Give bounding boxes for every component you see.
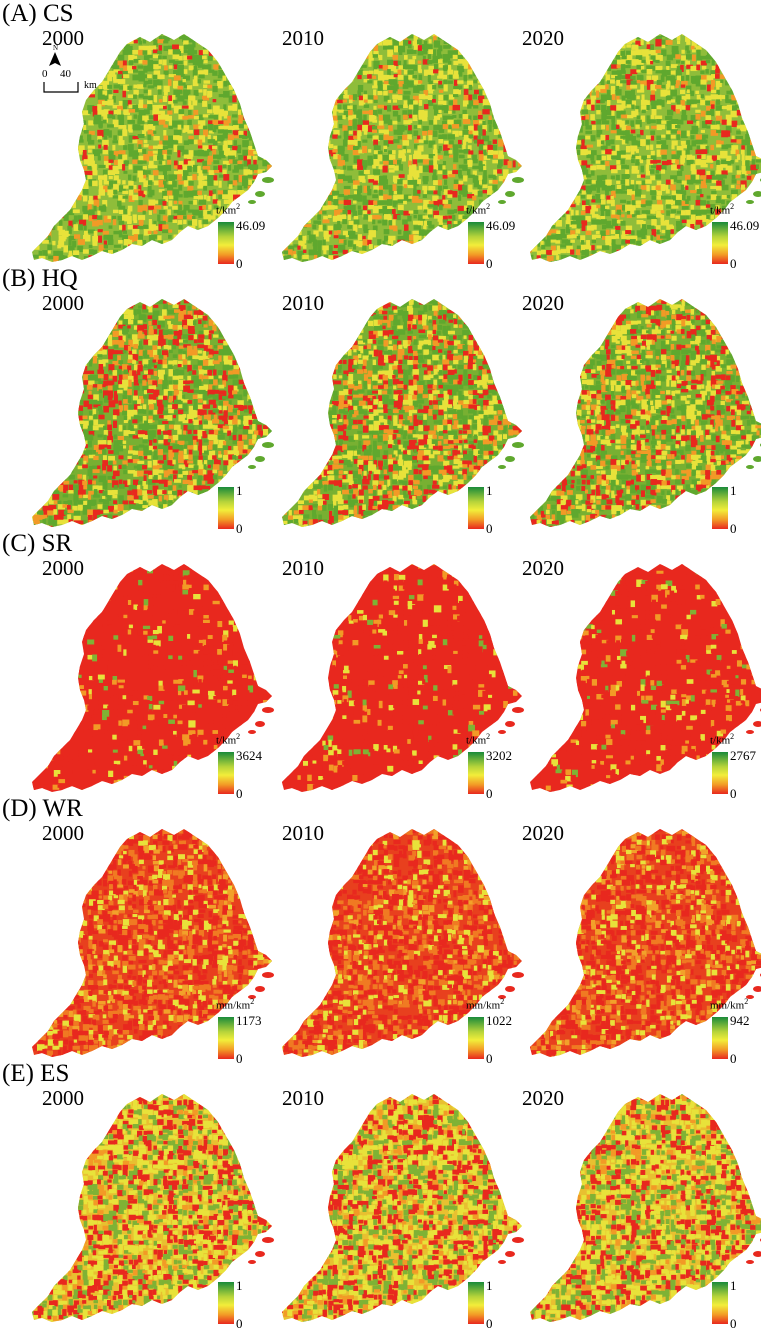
- year-label: 2020: [522, 291, 564, 316]
- legend-color-ramp: [468, 1017, 484, 1059]
- legend-max-value: 3202: [486, 748, 512, 764]
- legend-max-value: 3624: [236, 748, 262, 764]
- legend-unit-exponent: 2: [744, 997, 748, 1006]
- legend-unit: t/km2: [710, 732, 734, 747]
- legend-max-value: 1: [236, 1278, 243, 1294]
- legend-unit-text: t/km: [216, 205, 236, 217]
- year-label: 2020: [522, 821, 564, 846]
- legend-unit: t/km2: [466, 202, 490, 217]
- year-label: 2010: [282, 1086, 324, 1111]
- legend-unit-text: t/km: [710, 205, 730, 217]
- legend-color-ramp: [468, 752, 484, 794]
- north-arrow-icon: [38, 44, 108, 104]
- legend-unit-exponent: 2: [730, 202, 734, 211]
- legend-color-ramp: [712, 1017, 728, 1059]
- legend-max-value: 1: [730, 483, 737, 499]
- legend-max-value: 1: [236, 483, 243, 499]
- legend-max-value: 1022: [486, 1013, 512, 1029]
- legend-max-value: 942: [730, 1013, 750, 1029]
- legend-color-ramp: [218, 1017, 234, 1059]
- legend-max-value: 2767: [730, 748, 756, 764]
- legend-max-value: 1: [486, 1278, 493, 1294]
- scale-unit: km: [84, 80, 97, 91]
- legend-unit-exponent: 2: [730, 732, 734, 741]
- legend-color-ramp: [712, 1282, 728, 1324]
- legend-color-ramp: [218, 487, 234, 529]
- legend-color-ramp: [218, 222, 234, 264]
- legend-color-ramp: [218, 1282, 234, 1324]
- year-label: 2000: [42, 291, 84, 316]
- year-label: 2000: [42, 1086, 84, 1111]
- legend-unit-exponent: 2: [500, 997, 504, 1006]
- scale-forty: 40: [60, 68, 71, 80]
- legend-unit-exponent: 2: [486, 202, 490, 211]
- year-label: 2020: [522, 1086, 564, 1111]
- legend-max-value: 46.09: [730, 218, 759, 234]
- legend-unit-text: mm/km: [466, 1000, 500, 1012]
- legend-color-ramp: [218, 752, 234, 794]
- legend-unit-text: mm/km: [216, 1000, 250, 1012]
- legend-min-value: 0: [486, 1316, 493, 1332]
- legend-unit-exponent: 2: [250, 997, 254, 1006]
- legend-unit-text: t/km: [466, 205, 486, 217]
- legend-unit: mm/km2: [710, 997, 748, 1012]
- legend-color-ramp: [468, 1282, 484, 1324]
- legend-unit-text: mm/km: [710, 1000, 744, 1012]
- year-label: 2010: [282, 291, 324, 316]
- legend-unit-text: t/km: [466, 735, 486, 747]
- legend-color-ramp: [468, 222, 484, 264]
- legend-color-ramp: [468, 487, 484, 529]
- legend-unit: t/km2: [216, 732, 240, 747]
- scale-zero: 0: [42, 68, 48, 80]
- legend-max-value: 1173: [236, 1013, 262, 1029]
- legend-unit: t/km2: [216, 202, 240, 217]
- legend-unit-exponent: 2: [486, 732, 490, 741]
- legend-color-ramp: [712, 222, 728, 264]
- year-label: 2020: [522, 26, 564, 51]
- legend-color-ramp: [712, 752, 728, 794]
- legend-unit-exponent: 2: [236, 202, 240, 211]
- year-label: 2010: [282, 556, 324, 581]
- legend-max-value: 1: [730, 1278, 737, 1294]
- year-label: 2000: [42, 821, 84, 846]
- legend-unit-text: t/km: [216, 735, 236, 747]
- legend-unit-text: t/km: [710, 735, 730, 747]
- legend-unit-exponent: 2: [236, 732, 240, 741]
- legend-max-value: 1: [486, 483, 493, 499]
- legend-color-ramp: [712, 487, 728, 529]
- year-label: 2020: [522, 556, 564, 581]
- year-label: 2000: [42, 556, 84, 581]
- year-label: 2010: [282, 821, 324, 846]
- legend-max-value: 46.09: [486, 218, 515, 234]
- legend-unit: mm/km2: [216, 997, 254, 1012]
- legend-max-value: 46.09: [236, 218, 265, 234]
- legend-unit: t/km2: [466, 732, 490, 747]
- legend-unit: t/km2: [710, 202, 734, 217]
- year-label: 2010: [282, 26, 324, 51]
- legend-min-value: 0: [730, 1316, 737, 1332]
- legend-unit: mm/km2: [466, 997, 504, 1012]
- legend-min-value: 0: [236, 1316, 243, 1332]
